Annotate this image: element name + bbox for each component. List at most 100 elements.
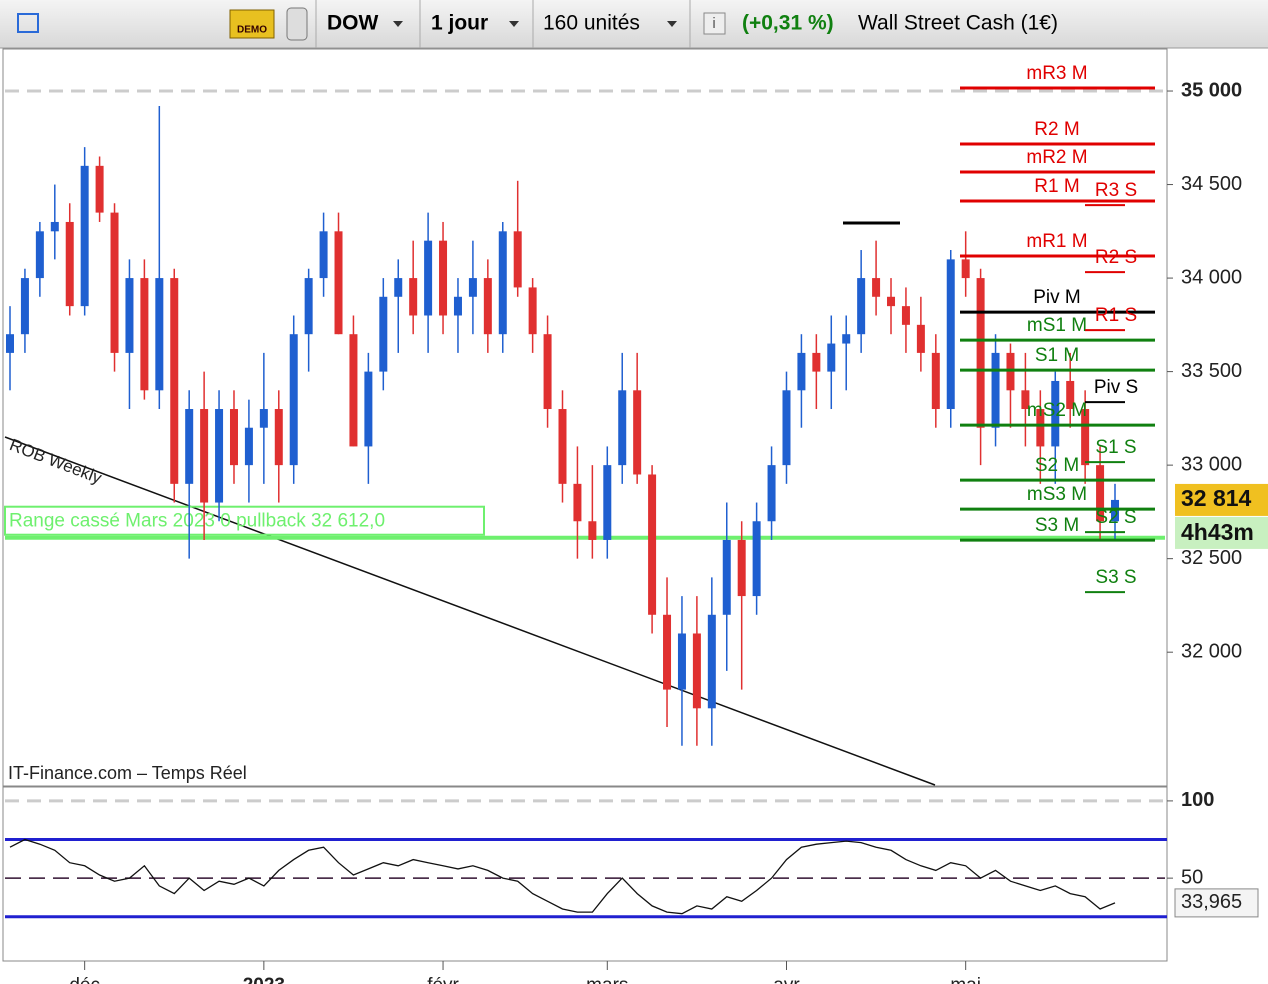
candle-body bbox=[319, 231, 328, 279]
candle-body bbox=[827, 343, 836, 372]
candle-body bbox=[1051, 380, 1060, 447]
candle-body bbox=[812, 352, 821, 372]
candle-body bbox=[215, 409, 224, 503]
candle-body bbox=[1096, 465, 1105, 522]
instrument-name: Wall Street Cash (1€) bbox=[858, 12, 1058, 35]
monthly-pivot-label: Piv M bbox=[1033, 287, 1081, 308]
demo-badge bbox=[229, 9, 275, 39]
watermark: IT-Finance.com – Temps Réel bbox=[8, 763, 247, 783]
candle-body bbox=[931, 352, 940, 410]
candle-body bbox=[633, 390, 642, 475]
candle-body bbox=[618, 390, 627, 466]
candle-body bbox=[244, 427, 253, 466]
candle-body bbox=[50, 221, 59, 232]
candle-body bbox=[125, 278, 134, 353]
monthly-pivot-label: mR1 M bbox=[1026, 231, 1087, 252]
candle-body bbox=[707, 614, 716, 709]
candle-body bbox=[558, 409, 567, 484]
candle-body bbox=[274, 409, 283, 466]
y-tick-label: 34 500 bbox=[1181, 173, 1242, 195]
candle-body bbox=[259, 409, 268, 428]
candle-body bbox=[737, 539, 746, 597]
y-tick-label: 32 500 bbox=[1181, 547, 1242, 569]
price-tag-label: 32 814 bbox=[1181, 485, 1252, 511]
y-tick-label: 33 000 bbox=[1181, 453, 1242, 475]
candle-body bbox=[543, 334, 552, 410]
x-tick-label: déc bbox=[69, 975, 100, 984]
candle-body bbox=[901, 306, 910, 325]
candle-body bbox=[961, 259, 970, 279]
candle-body bbox=[722, 539, 731, 615]
candle-body bbox=[588, 521, 597, 540]
range-label: Range cassé Mars 2023 0 pullback 32 612,… bbox=[9, 511, 385, 532]
monthly-pivot-label: mR2 M bbox=[1026, 147, 1087, 168]
x-tick-label: 2023 bbox=[243, 975, 285, 984]
candle-body bbox=[573, 483, 582, 522]
candle-body bbox=[872, 278, 881, 297]
candle-body bbox=[439, 240, 448, 316]
candle-body bbox=[468, 278, 477, 297]
info-icon: i bbox=[712, 15, 715, 32]
weekly-pivot-label: S2 S bbox=[1095, 507, 1136, 528]
candle-body bbox=[20, 278, 29, 335]
candle-body bbox=[692, 633, 701, 709]
candle-body bbox=[110, 212, 119, 353]
candle-body bbox=[797, 352, 806, 391]
candle-body bbox=[229, 409, 238, 466]
x-tick-label: mai bbox=[950, 975, 981, 984]
candle-body bbox=[289, 334, 298, 466]
candle-body bbox=[976, 278, 985, 428]
monthly-pivot-label: mS2 M bbox=[1027, 400, 1087, 421]
window-button[interactable] bbox=[17, 13, 39, 33]
monthly-pivot-label: R2 M bbox=[1034, 119, 1079, 140]
candle-body bbox=[80, 165, 89, 307]
weekly-pivot-label: R3 S bbox=[1095, 180, 1137, 201]
x-tick-label: mars bbox=[586, 975, 628, 984]
rsi-tag-label: 33,965 bbox=[1181, 891, 1242, 913]
info-button[interactable] bbox=[703, 12, 726, 35]
candle-body bbox=[140, 278, 149, 391]
weekly-pivot-label: S3 S bbox=[1095, 567, 1136, 588]
candle-body bbox=[409, 278, 418, 316]
candle-body bbox=[663, 614, 672, 690]
candle-body bbox=[752, 521, 761, 597]
candle-body bbox=[6, 334, 14, 353]
candle-body bbox=[170, 278, 179, 484]
rsi-tick-label: 50 bbox=[1181, 866, 1203, 888]
candle-body bbox=[334, 231, 343, 335]
candle-body bbox=[394, 278, 403, 297]
weekly-pivot-label: R1 S bbox=[1095, 305, 1137, 326]
candle-body bbox=[991, 352, 1000, 428]
candle-body bbox=[1066, 380, 1075, 410]
period-select[interactable]: 1 jour bbox=[431, 12, 488, 35]
range-label-box bbox=[4, 505, 485, 536]
candle-body bbox=[304, 278, 313, 335]
y-tick-label: 33 500 bbox=[1181, 360, 1242, 382]
dropdown-arrow bbox=[667, 21, 677, 27]
candle-body bbox=[424, 240, 433, 316]
toolbar bbox=[0, 0, 1268, 48]
link-button[interactable] bbox=[286, 7, 308, 41]
x-tick-label: avr bbox=[773, 975, 800, 984]
rsi-tick-label: 100 bbox=[1181, 789, 1214, 811]
candle-body bbox=[95, 165, 104, 213]
weekly-pivot-label: R2 S bbox=[1095, 247, 1137, 268]
candle-body bbox=[842, 334, 851, 344]
rsi-line bbox=[9, 838, 1116, 915]
candle-body bbox=[498, 231, 507, 335]
units-select[interactable]: 160 unités bbox=[543, 12, 640, 35]
candle-body bbox=[200, 409, 209, 503]
candle-body bbox=[35, 231, 44, 279]
monthly-pivot-label: mS1 M bbox=[1027, 315, 1087, 336]
symbol-select[interactable]: DOW bbox=[327, 12, 379, 35]
candle-body bbox=[648, 474, 657, 615]
price-tag bbox=[1175, 483, 1268, 516]
candle-body bbox=[513, 231, 522, 288]
countdown-box bbox=[1175, 516, 1268, 549]
candle-body bbox=[483, 278, 492, 335]
candle-body bbox=[349, 334, 358, 447]
y-tick-label: 32 000 bbox=[1181, 640, 1242, 662]
y-tick-label: 34 000 bbox=[1181, 266, 1242, 288]
candle-body bbox=[887, 296, 896, 307]
